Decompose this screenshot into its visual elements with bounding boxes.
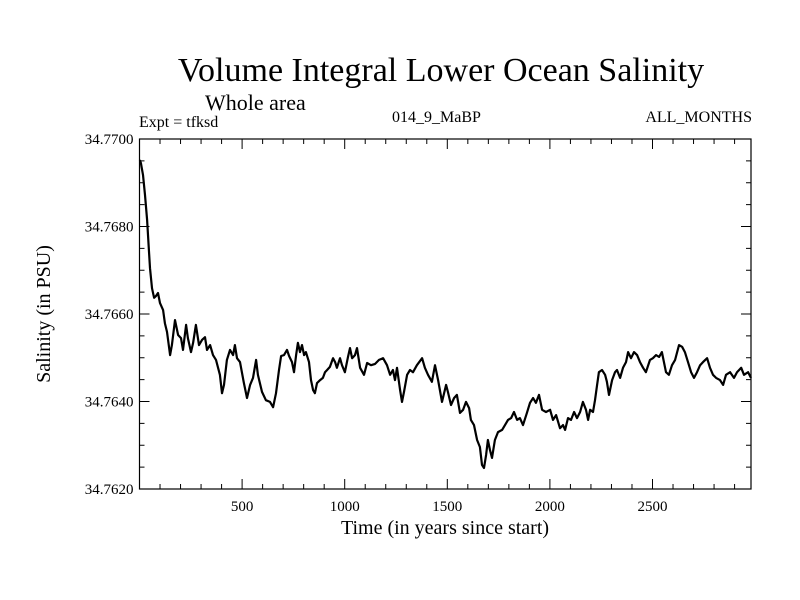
series-line-salinity [138, 159, 752, 470]
x-tick-label: 1500 [432, 499, 462, 515]
chart-subtitle: Whole area [205, 90, 306, 115]
y-tick-label: 34.7660 [85, 307, 134, 323]
x-tick-label: 1000 [330, 499, 360, 515]
y-tick-label: 34.7640 [85, 395, 134, 411]
x-tick-label: 2500 [638, 499, 668, 515]
x-tick-label: 500 [231, 499, 254, 515]
plot-frame [138, 138, 752, 490]
x-tick-label: 2000 [535, 499, 565, 515]
y-tick-label: 34.7700 [85, 132, 134, 148]
y-tick-label: 34.7620 [85, 482, 134, 498]
chart-title: Volume Integral Lower Ocean Salinity [177, 52, 705, 89]
axis-tick-labels: 500 1000 1500 2000 2500 34.7700 34.7680 34.7660… [85, 132, 668, 515]
run-annotation: 014_9_MaBP [392, 109, 481, 126]
experiment-annotation: Expt = tfksd [139, 114, 219, 131]
x-axis-label: Time (in years since start) [340, 517, 550, 539]
series-group [138, 159, 752, 470]
months-annotation: ALL_MONTHS [645, 109, 752, 126]
axis-ticks [139, 139, 751, 489]
y-tick-label: 34.7680 [85, 220, 134, 236]
